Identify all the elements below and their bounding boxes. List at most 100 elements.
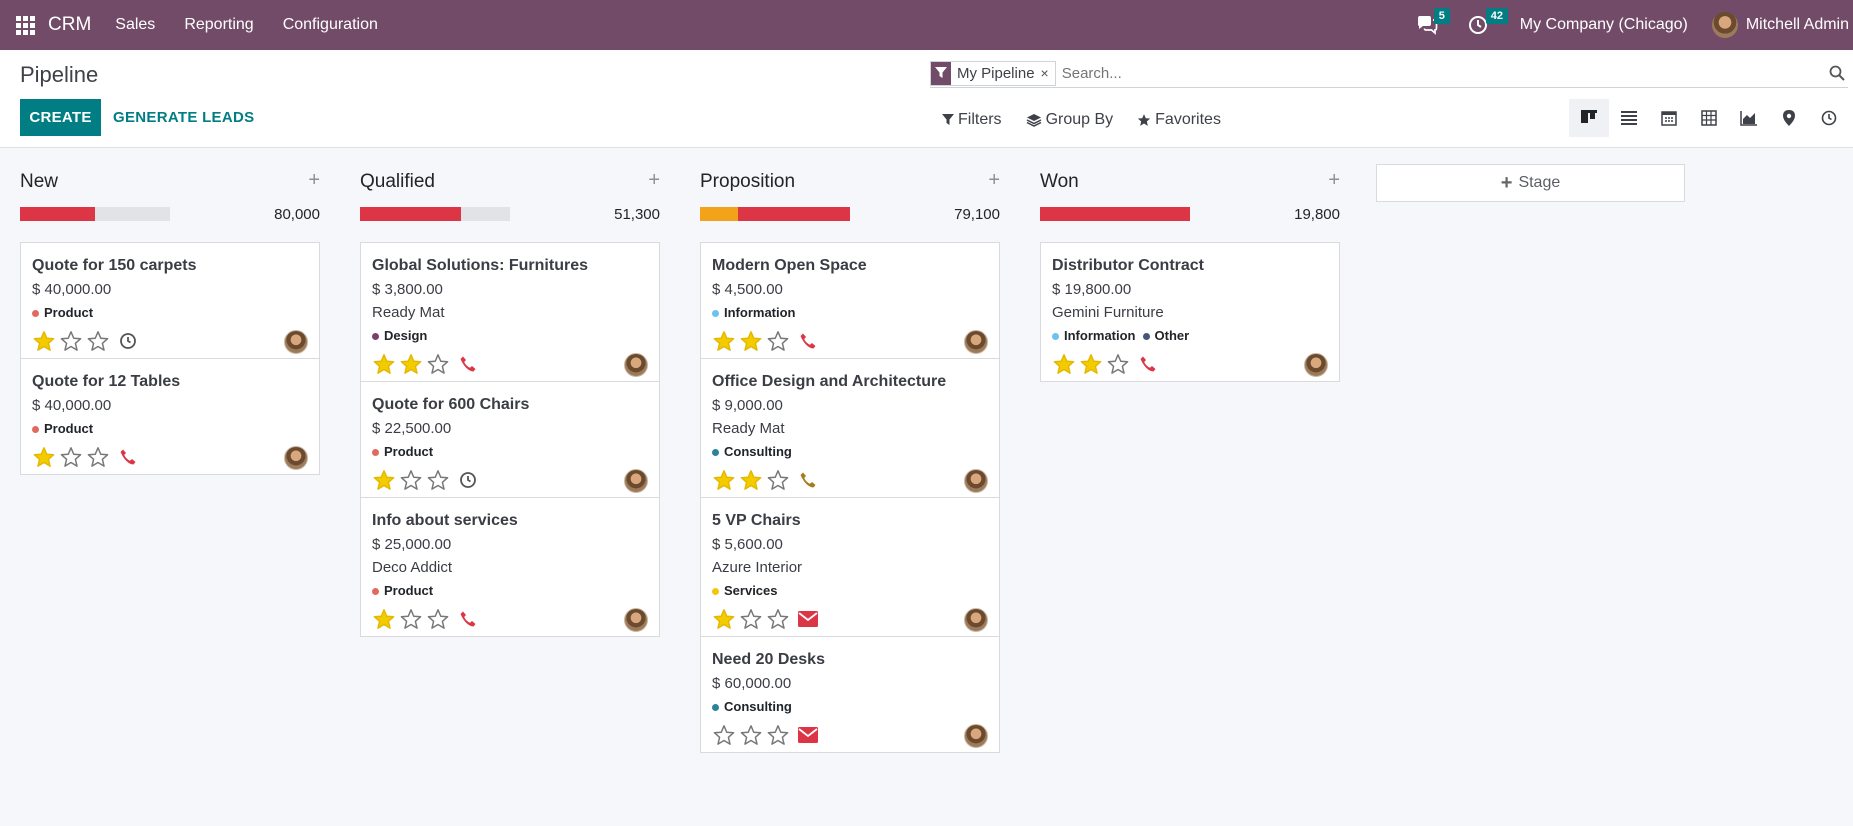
menu-configuration[interactable]: Configuration bbox=[282, 16, 378, 33]
priority-star-icon[interactable] bbox=[399, 469, 423, 491]
kanban-card[interactable]: Quote for 12 Tables $ 40,000.00 Product bbox=[21, 358, 319, 474]
list-view-button[interactable] bbox=[1609, 99, 1649, 137]
envelope-icon[interactable] bbox=[797, 608, 819, 630]
quick-create-plus-icon[interactable]: + bbox=[988, 169, 1000, 191]
map-view-button[interactable] bbox=[1769, 99, 1809, 137]
progress-segment[interactable] bbox=[737, 207, 850, 221]
priority-star-icon[interactable] bbox=[372, 608, 396, 630]
progress-segment[interactable] bbox=[20, 207, 95, 221]
kanban-card[interactable]: Quote for 150 carpets $ 40,000.00 Product bbox=[21, 243, 319, 358]
phone-icon[interactable] bbox=[797, 330, 819, 352]
kanban-card[interactable]: Distributor Contract $ 19,800.00 Gemini Fu… bbox=[1041, 243, 1339, 381]
kanban-view-button[interactable] bbox=[1569, 99, 1609, 137]
tag-color-dot bbox=[1052, 332, 1059, 340]
generate-leads-button[interactable]: GENERATE LEADS bbox=[113, 109, 255, 126]
card-footer bbox=[32, 324, 308, 358]
priority-star-icon[interactable] bbox=[712, 469, 736, 491]
clock-icon[interactable] bbox=[457, 469, 479, 491]
quick-create-plus-icon[interactable]: + bbox=[1328, 169, 1340, 191]
kanban-card[interactable]: Quote for 600 Chairs $ 22,500.00 Product bbox=[361, 381, 659, 497]
column-progress-bar[interactable] bbox=[360, 207, 510, 221]
app-grid-icon[interactable] bbox=[2, 0, 48, 50]
priority-star-icon[interactable] bbox=[426, 469, 450, 491]
assignee-avatar bbox=[964, 608, 988, 632]
priority-star-icon[interactable] bbox=[739, 608, 763, 630]
filters-button[interactable]: Filters bbox=[942, 111, 1002, 129]
column-title[interactable]: Won bbox=[1040, 171, 1079, 192]
user-avatar bbox=[1711, 12, 1738, 38]
priority-star-icon[interactable] bbox=[1079, 353, 1103, 375]
quick-create-plus-icon[interactable]: + bbox=[648, 169, 660, 191]
envelope-icon[interactable] bbox=[797, 724, 819, 746]
phone-icon[interactable] bbox=[457, 608, 479, 630]
company-switcher[interactable]: My Company (Chicago) bbox=[1519, 16, 1688, 33]
column-progress-bar[interactable] bbox=[1040, 207, 1190, 221]
kanban-card[interactable]: Office Design and Architecture $ 9,000.00… bbox=[701, 358, 999, 497]
app-brand[interactable]: CRM bbox=[48, 14, 92, 35]
card-footer bbox=[372, 463, 648, 497]
priority-star-icon[interactable] bbox=[739, 724, 763, 746]
priority-star-icon[interactable] bbox=[766, 469, 790, 491]
priority-star-icon[interactable] bbox=[1106, 353, 1130, 375]
phone-icon[interactable] bbox=[457, 353, 479, 375]
priority-star-icon[interactable] bbox=[712, 608, 736, 630]
priority-star-icon[interactable] bbox=[766, 724, 790, 746]
messages-button[interactable]: 5 bbox=[1416, 8, 1450, 38]
favorites-button[interactable]: Favorites bbox=[1137, 111, 1221, 129]
calendar-view-button[interactable] bbox=[1649, 99, 1689, 137]
column-title[interactable]: Qualified bbox=[360, 171, 435, 192]
priority-star-icon[interactable] bbox=[59, 446, 83, 468]
priority-star-icon[interactable] bbox=[766, 608, 790, 630]
phone-icon[interactable] bbox=[1137, 353, 1159, 375]
priority-star-icon[interactable] bbox=[86, 446, 110, 468]
add-stage-button[interactable]: + Stage bbox=[1376, 164, 1685, 202]
clock-icon[interactable] bbox=[117, 330, 139, 352]
kanban-card[interactable]: Global Solutions: Furnitures $ 3,800.00 Re… bbox=[361, 243, 659, 381]
priority-star-icon[interactable] bbox=[372, 469, 396, 491]
column-title[interactable]: New bbox=[20, 171, 59, 192]
priority-star-icon[interactable] bbox=[1052, 353, 1076, 375]
quick-create-plus-icon[interactable]: + bbox=[308, 169, 320, 191]
search-icon[interactable] bbox=[1826, 62, 1848, 84]
column-title[interactable]: Proposition bbox=[700, 171, 796, 192]
priority-star-icon[interactable] bbox=[739, 469, 763, 491]
priority-star-icon[interactable] bbox=[739, 330, 763, 352]
tag-color-dot bbox=[32, 425, 39, 433]
progress-segment[interactable] bbox=[360, 207, 461, 221]
card-footer bbox=[32, 440, 308, 474]
facet-remove-icon[interactable]: × bbox=[1040, 65, 1049, 81]
activity-view-button[interactable] bbox=[1809, 99, 1849, 137]
card-partner: Ready Mat bbox=[372, 304, 445, 321]
priority-star-icon[interactable] bbox=[372, 353, 396, 375]
priority-star-icon[interactable] bbox=[712, 330, 736, 352]
priority-star-icon[interactable] bbox=[712, 724, 736, 746]
priority-star-icon[interactable] bbox=[766, 330, 790, 352]
phone-icon[interactable] bbox=[117, 446, 139, 468]
user-menu[interactable]: Mitchell Admin bbox=[1711, 12, 1849, 38]
kanban-card[interactable]: Need 20 Desks $ 60,000.00 Consulting bbox=[701, 636, 999, 752]
search-input[interactable] bbox=[1061, 64, 1826, 82]
priority-star-icon[interactable] bbox=[426, 608, 450, 630]
graph-view-button[interactable] bbox=[1729, 99, 1769, 137]
progress-segment[interactable] bbox=[1040, 207, 1190, 221]
progress-segment[interactable] bbox=[700, 207, 738, 221]
priority-star-icon[interactable] bbox=[426, 353, 450, 375]
kanban-card[interactable]: Modern Open Space $ 4,500.00 Information bbox=[701, 243, 999, 358]
activities-button[interactable]: 42 bbox=[1468, 8, 1509, 38]
menu-reporting[interactable]: Reporting bbox=[184, 16, 254, 33]
phone-warning-icon[interactable] bbox=[797, 469, 819, 491]
priority-star-icon[interactable] bbox=[86, 330, 110, 352]
kanban-card[interactable]: Info about services $ 25,000.00 Deco Addic… bbox=[361, 497, 659, 636]
kanban-card[interactable]: 5 VP Chairs $ 5,600.00 Azure Interior Servi… bbox=[701, 497, 999, 636]
column-progress-bar[interactable] bbox=[20, 207, 170, 221]
priority-star-icon[interactable] bbox=[399, 608, 423, 630]
priority-star-icon[interactable] bbox=[32, 330, 56, 352]
pivot-view-button[interactable] bbox=[1689, 99, 1729, 137]
menu-sales[interactable]: Sales bbox=[115, 16, 156, 33]
create-button[interactable]: CREATE bbox=[20, 99, 101, 136]
column-progress-bar[interactable] bbox=[700, 207, 850, 221]
priority-star-icon[interactable] bbox=[32, 446, 56, 468]
priority-star-icon[interactable] bbox=[399, 353, 423, 375]
groupby-button[interactable]: Group By bbox=[1026, 111, 1113, 129]
priority-star-icon[interactable] bbox=[59, 330, 83, 352]
